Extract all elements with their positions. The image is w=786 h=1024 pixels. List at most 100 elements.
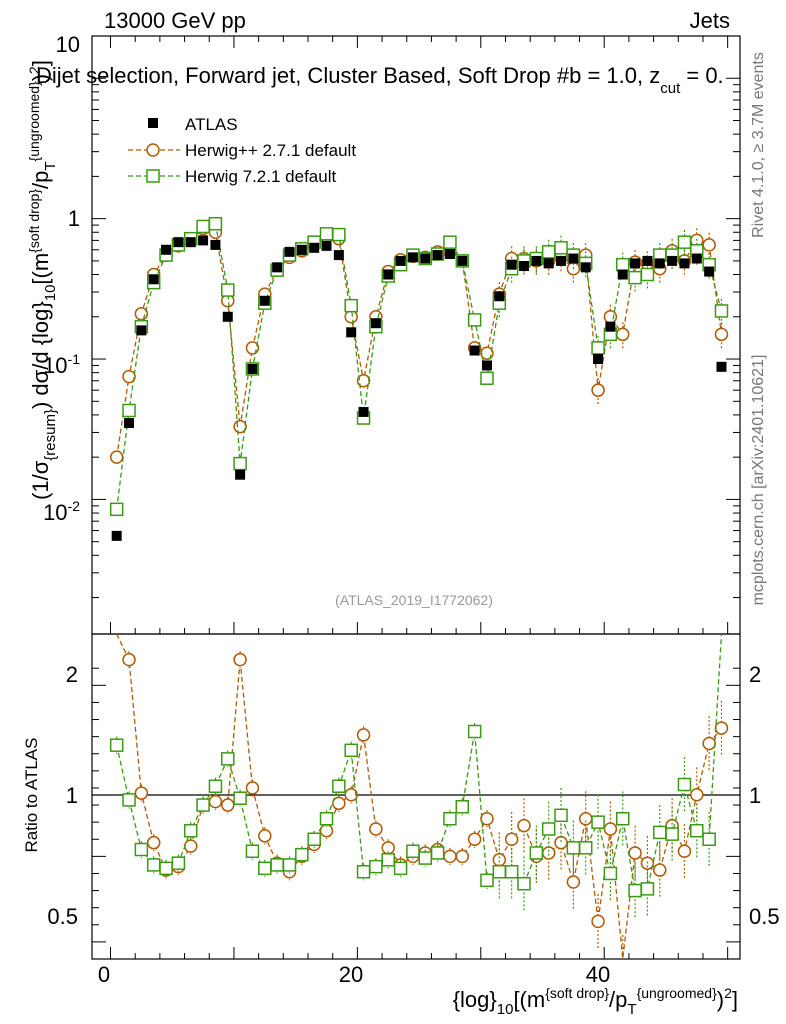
herwig7-point bbox=[344, 298, 358, 313]
herwig7-point bbox=[467, 313, 482, 327]
atlas-point bbox=[284, 246, 295, 257]
atlas-point bbox=[272, 262, 283, 273]
herwigpp-point bbox=[356, 374, 371, 388]
ratio-herwigpp-point bbox=[480, 811, 494, 826]
atlas-point bbox=[667, 255, 678, 266]
herwigpp-point bbox=[122, 369, 136, 384]
ratio-herwig7-point bbox=[554, 808, 568, 823]
ratio-herwigpp-point bbox=[653, 863, 667, 877]
ratio-herwig7-point bbox=[517, 876, 531, 891]
atlas-point bbox=[309, 242, 320, 253]
atlas-point bbox=[136, 325, 147, 336]
atlas-point bbox=[346, 327, 357, 338]
main-y-tick-label: 10-1 bbox=[43, 351, 80, 378]
herwig7-point bbox=[233, 456, 247, 471]
ratio-herwig7-point bbox=[233, 791, 247, 805]
atlas-point bbox=[185, 237, 196, 248]
ratio-herwig7-point bbox=[381, 853, 395, 867]
atlas-point bbox=[630, 258, 641, 269]
ratio-y-tick-label-left: 1 bbox=[66, 783, 78, 808]
ratio-herwigpp-point bbox=[455, 849, 470, 864]
ratio-herwig7-point bbox=[282, 858, 297, 872]
herwigpp-point bbox=[591, 383, 605, 397]
ratio-y-tick-label-left: 0.5 bbox=[47, 904, 78, 929]
atlas-point bbox=[531, 255, 542, 266]
ratio-line-herwigpp bbox=[116, 633, 722, 960]
ratio-herwig7-point bbox=[146, 858, 161, 872]
legend-herwigpp-label: Herwig++ 2.7.1 default bbox=[185, 141, 356, 160]
ratio-herwigpp-point bbox=[541, 846, 556, 860]
ratio-herwigpp-point bbox=[690, 788, 704, 802]
ratio-herwigpp-point bbox=[146, 835, 161, 850]
ratio-y-axis-title: Ratio to ATLAS bbox=[22, 738, 41, 853]
ratio-herwigpp-point bbox=[702, 736, 716, 751]
atlas-point bbox=[111, 530, 122, 541]
ratio-herwigpp-point bbox=[369, 822, 383, 836]
atlas-point bbox=[543, 258, 554, 269]
ratio-herwigpp-point bbox=[677, 844, 692, 858]
atlas-point bbox=[432, 250, 443, 261]
ratio-herwig7-point bbox=[122, 793, 136, 807]
mcplots-label: mcplots.cern.ch [arXiv:2401.10621] bbox=[750, 355, 767, 606]
ratio-herwig7-point bbox=[319, 811, 334, 826]
herwig7-point bbox=[480, 371, 494, 385]
atlas-point bbox=[358, 406, 369, 417]
atlas-point bbox=[457, 255, 468, 266]
ratio-herwig7-point bbox=[270, 858, 284, 872]
ratio-series-layer bbox=[109, 633, 729, 960]
main-y-tick-label: 10-2 bbox=[43, 498, 80, 525]
ratio-herwig7-point bbox=[418, 851, 433, 865]
legend-herwig7-marker bbox=[146, 169, 160, 183]
ratio-y-tick-label-right: 2 bbox=[749, 662, 761, 687]
ratio-herwigpp-point bbox=[578, 811, 593, 826]
x-tick-label: 20 bbox=[339, 962, 363, 987]
ratio-herwigpp-point bbox=[492, 853, 507, 867]
main-series-layer bbox=[109, 216, 729, 541]
ratio-herwigpp-point bbox=[591, 914, 605, 929]
herwigpp-point bbox=[603, 310, 618, 324]
ratio-herwigpp-point bbox=[517, 818, 531, 833]
ratio-herwig7-point bbox=[690, 823, 704, 838]
ratio-herwig7-point bbox=[529, 846, 544, 860]
herwig7-point bbox=[628, 270, 642, 285]
ratio-herwig7-point bbox=[492, 865, 507, 879]
ratio-herwig7-point bbox=[566, 841, 581, 855]
atlas-point bbox=[395, 255, 406, 266]
ratio-herwig7-point bbox=[159, 861, 173, 876]
herwig7-point bbox=[554, 241, 568, 255]
ratio-herwig7-point bbox=[467, 724, 482, 739]
atlas-point bbox=[148, 274, 159, 285]
ratio-herwig7-point bbox=[480, 873, 494, 888]
ratio-herwig7-point bbox=[295, 847, 309, 862]
process-label: Jets bbox=[690, 8, 730, 33]
herwig7-point bbox=[615, 257, 630, 272]
main-y-tick-label: 1 bbox=[68, 206, 80, 231]
herwig7-point bbox=[714, 304, 729, 318]
ratio-herwigpp-point bbox=[122, 652, 136, 667]
ratio-herwigpp-point bbox=[566, 875, 581, 889]
main-y-axis-title: (1/σ{resum}) dσ/d {log}10[(m{soft drop}/… bbox=[26, 60, 59, 500]
atlas-point bbox=[407, 252, 418, 263]
ratio-herwigpp-point bbox=[714, 721, 729, 735]
atlas-point bbox=[383, 269, 394, 280]
ratio-herwigpp-point bbox=[344, 788, 358, 802]
herwig7-point bbox=[591, 341, 605, 355]
ratio-herwigpp-point bbox=[221, 798, 235, 812]
herwig7-point bbox=[109, 502, 124, 517]
atlas-point bbox=[593, 354, 604, 365]
ratio-herwigpp-point bbox=[603, 822, 618, 836]
ratio-herwigpp-point bbox=[258, 829, 272, 843]
atlas-point bbox=[580, 262, 591, 273]
atlas-point bbox=[210, 239, 221, 250]
ratio-herwigpp-point bbox=[183, 839, 198, 853]
atlas-point bbox=[247, 363, 258, 374]
atlas-point bbox=[494, 291, 505, 302]
atlas-point bbox=[556, 255, 567, 266]
ratio-herwig7-point bbox=[332, 779, 346, 793]
atlas-point bbox=[679, 258, 690, 269]
atlas-point bbox=[506, 259, 517, 270]
ratio-y-tick-label-left: 2 bbox=[66, 662, 78, 687]
ratio-herwigpp-point bbox=[504, 832, 519, 847]
herwig7-point bbox=[541, 245, 556, 259]
